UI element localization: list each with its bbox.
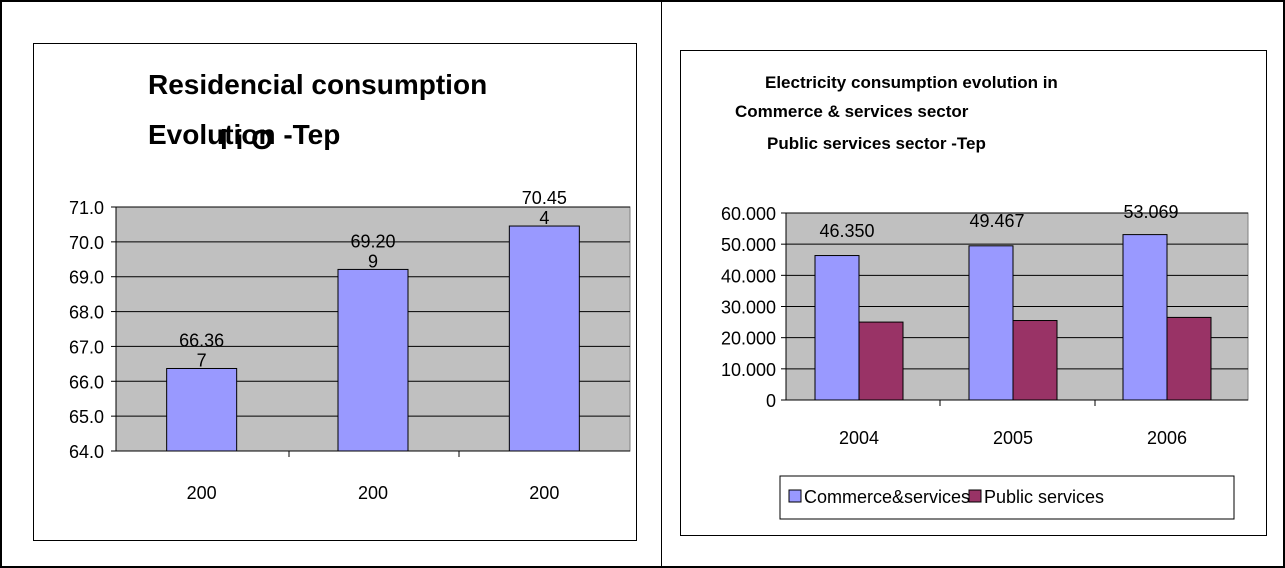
data-label: 69.20 [350,231,395,251]
electricity-chart: Electricity consumption evolution in Com… [721,73,1249,520]
chart-title-line-2: Evolution -Tep [148,119,340,150]
residential-chart: Residencial consumption l i O Evolution … [69,69,631,503]
y-tick-label: 70.0 [69,233,104,253]
bar [508,225,580,452]
y-tick-label: 69.0 [69,268,104,288]
data-label-overflow: 7 [197,350,207,370]
data-label-overflow: 4 [539,208,549,228]
data-label: 66.36 [179,330,224,350]
y-tick-label: 67.0 [69,337,104,357]
chart-title-overlap: l i O [220,124,273,155]
x-tick-label: 2004 [839,428,879,448]
bar [166,367,238,452]
legend-swatch [968,489,982,503]
chart-title-line-1: Electricity consumption evolution in [765,73,1058,92]
legend-label: Public services [984,487,1104,507]
plot-area: 71.0 70.0 69.0 68.0 67.0 66.0 65.0 64.0 66.367 20… [69,188,631,503]
y-tick-label: 66.0 [69,372,104,392]
bar-public [1012,320,1058,401]
bar [337,268,409,452]
x-tick-label: 200 [358,483,388,503]
x-tick-label: 2006 [1147,428,1187,448]
right-cell [661,0,1285,568]
x-tick-label: 200 [187,483,217,503]
bar-public [858,321,904,401]
legend-swatch [788,489,802,503]
bar-public [1166,316,1212,401]
y-tick-label: 40.000 [721,266,776,286]
y-tick-label: 30.000 [721,298,776,318]
chart-title-line-3: Public services sector -Tep [767,134,986,153]
y-tick-label: 65.0 [69,407,104,427]
legend: Commerce&services Public services [779,475,1235,520]
data-label: 53.069 [1123,202,1178,222]
residential-chart-frame: Residencial consumption l i O Evolution … [33,43,637,541]
y-tick-label: 68.0 [69,303,104,323]
legend-label: Commerce&services [804,487,970,507]
y-tick-label: 60.000 [721,204,776,224]
bar-commerce [968,245,1014,401]
chart-title-line-2: Commerce & services sector [735,102,969,121]
y-tick-label: 64.0 [69,442,104,462]
y-tick-label: 10.000 [721,360,776,380]
y-tick-label: 50.000 [721,235,776,255]
plot-area: 60.000 50.000 40.000 30.000 20.000 10.000 0 46.… [721,202,1249,448]
y-tick-label: 0 [766,391,776,411]
y-tick-label: 20.000 [721,329,776,349]
data-label: 49.467 [969,211,1024,231]
electricity-chart-frame: Electricity consumption evolution in Com… [680,50,1267,536]
y-tick-label: 71.0 [69,198,104,218]
data-label: 70.45 [522,188,567,208]
x-tick-label: 2005 [993,428,1033,448]
data-label-overflow: 9 [368,251,378,271]
bar-commerce [1122,234,1168,401]
chart-title-line-1: Residencial consumption [148,69,487,100]
legend-box [779,475,1235,520]
x-tick-label: 200 [529,483,559,503]
bar-commerce [814,255,860,401]
data-label: 46.350 [819,221,874,241]
